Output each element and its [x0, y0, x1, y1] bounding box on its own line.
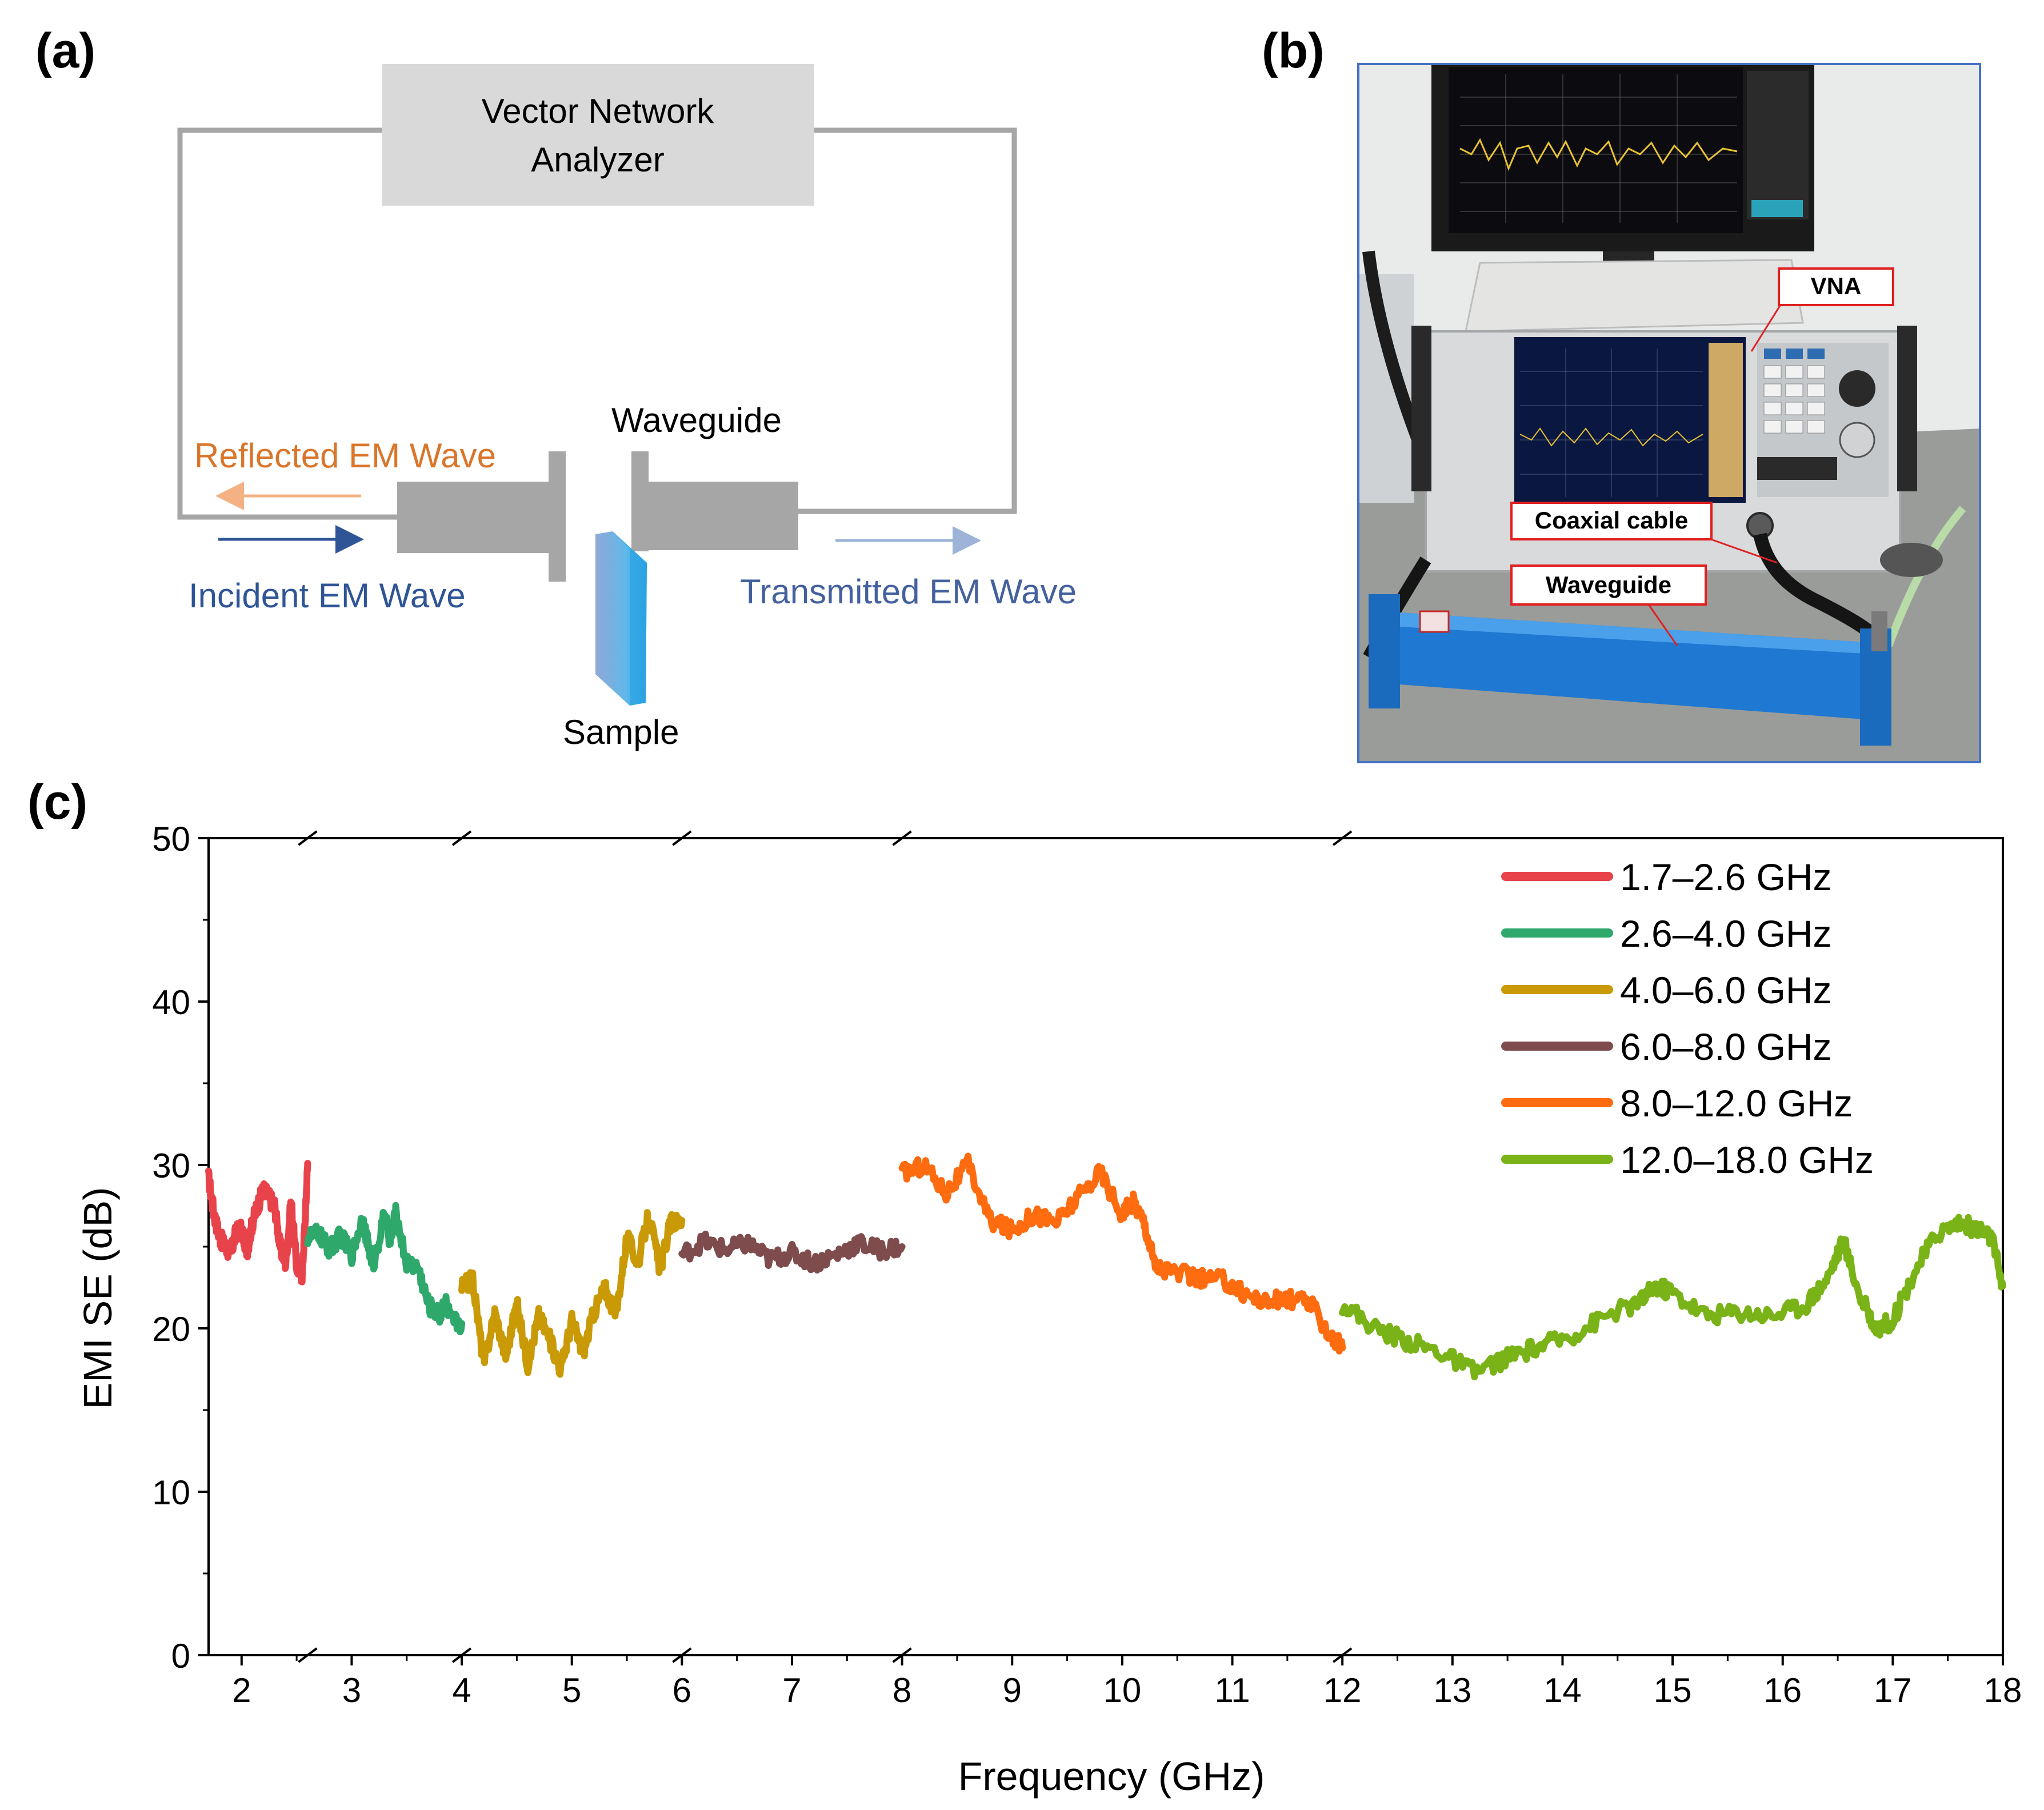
keyboard [1465, 259, 1804, 333]
coax-callout-arrow [1712, 539, 1778, 564]
x-tick-label: 13 [1433, 1671, 1471, 1709]
legend-label: 12.0–18.0 GHz [1620, 1139, 1874, 1181]
x-tick-label: 5 [562, 1671, 581, 1709]
y-tick-label: 10 [152, 1473, 190, 1512]
y-tick-label: 30 [152, 1147, 190, 1185]
vna-label-line2: Analyzer [531, 141, 664, 179]
vna-screen [1514, 337, 1746, 503]
axis-break-mark [672, 830, 692, 846]
y-axis-label: EMI SE (dB) [75, 1187, 120, 1409]
x-tick-label: 10 [1103, 1671, 1142, 1709]
x-tick-label: 12 [1323, 1671, 1362, 1709]
axis-break-mark [892, 1647, 912, 1663]
series-line [898, 1152, 1346, 1355]
measurement-schematic: Vector Network Analyzer Waveguide Reflec… [177, 64, 1077, 751]
series-line [304, 1202, 466, 1336]
plot-border [207, 837, 2004, 1656]
setup-photo: VNA Coaxial cable Waveguide [1357, 63, 1981, 763]
legend-label: 8.0–12.0 GHz [1620, 1082, 1853, 1124]
x-tick-label: 11 [1214, 1671, 1250, 1709]
x-tick-label: 9 [1003, 1671, 1022, 1709]
axis-break-mark [451, 1647, 472, 1663]
vna-label-line1: Vector Network [482, 92, 715, 130]
emi-se-chart: 0 10 20 30 40 50 2 3 4 5 6 7 8 9 10 11 12 13 14 15 16 17 18 1.… [75, 820, 2022, 1799]
x-tick-label: 14 [1543, 1671, 1582, 1709]
waveguide-left-body [397, 482, 549, 553]
y-tick-label: 40 [152, 983, 190, 1022]
panel-label-a: (a) [35, 23, 96, 78]
axis-break-mark [1332, 830, 1353, 846]
coax-callout-box [1510, 502, 1713, 540]
x-tick-label: 17 [1874, 1671, 1912, 1709]
waveguide-right-body [649, 482, 798, 550]
series-line [1339, 1214, 2006, 1380]
x-tick-label: 4 [452, 1671, 471, 1709]
x-tick-label: 3 [342, 1671, 361, 1709]
y-tick-label: 50 [152, 820, 190, 858]
waveguide-right-flange [631, 451, 649, 551]
waveguide-label: Waveguide [611, 401, 782, 439]
transmitted-label: Transmitted EM Wave [740, 572, 1077, 611]
series-line [678, 1230, 906, 1274]
panel-label-c: (c) [27, 775, 88, 830]
vna-callout-label: VNA [1811, 273, 1862, 299]
axis-break-mark [892, 830, 912, 846]
panel-label-b: (b) [1262, 23, 1325, 78]
reflected-label: Reflected EM Wave [194, 437, 496, 475]
vna-box [382, 64, 814, 206]
monitor-screen [1449, 67, 1743, 233]
series-line [205, 1160, 311, 1286]
photo-border [1357, 63, 1981, 763]
x-tick-label: 16 [1763, 1671, 1802, 1709]
x-tick-label: 8 [893, 1671, 911, 1709]
incident-label: Incident EM Wave [189, 576, 466, 615]
axis-break-mark [298, 830, 318, 846]
waveguide-callout-label: Waveguide [1546, 571, 1671, 598]
vna-callout-box [1778, 267, 1894, 306]
x-tick-label: 15 [1654, 1671, 1692, 1709]
x-axis-label: Frequency (GHz) [958, 1754, 1265, 1799]
sample-face [613, 531, 647, 706]
axis-break-mark [1332, 1647, 1353, 1663]
axis-break-mark [451, 830, 472, 846]
x-tick-label: 18 [1984, 1671, 2022, 1709]
x-tick-label: 6 [673, 1671, 691, 1709]
axis-break-mark [672, 1647, 692, 1663]
waveguide-callout-arrow [1647, 604, 1678, 646]
monitor-trace [1459, 138, 1738, 171]
legend-label: 2.6–4.0 GHz [1620, 912, 1832, 955]
cable-left [177, 127, 397, 520]
chart-frame [207, 837, 2004, 1656]
chart-legend: 1.7–2.6 GHz 2.6–4.0 GHz 4.0–6.0 GHz 6.0–8.0… [1501, 856, 1874, 1181]
vna-callout-arrow [1750, 305, 1781, 352]
x-tick-label: 2 [232, 1671, 251, 1709]
y-tick-label: 0 [171, 1637, 190, 1675]
chart-ticks: 0 10 20 30 40 50 2 3 4 5 6 7 8 9 10 11 12 13 14 15 16 17 18 [152, 820, 2022, 1709]
y-tick-label: 20 [152, 1310, 190, 1348]
series-line [458, 1209, 686, 1378]
legend-label: 6.0–8.0 GHz [1620, 1026, 1832, 1068]
waveguide-left-flange [549, 451, 566, 582]
chart-series [205, 1152, 2006, 1380]
coax-callout-label: Coaxial cable [1535, 507, 1688, 534]
waveguide-callout-box [1510, 564, 1707, 606]
axis-break-mark [298, 1647, 318, 1663]
sample-label: Sample [563, 713, 679, 751]
legend-label: 4.0–6.0 GHz [1620, 969, 1832, 1011]
cable-right [797, 127, 1017, 514]
x-tick-label: 7 [782, 1671, 801, 1709]
legend-label: 1.7–2.6 GHz [1620, 856, 1832, 898]
